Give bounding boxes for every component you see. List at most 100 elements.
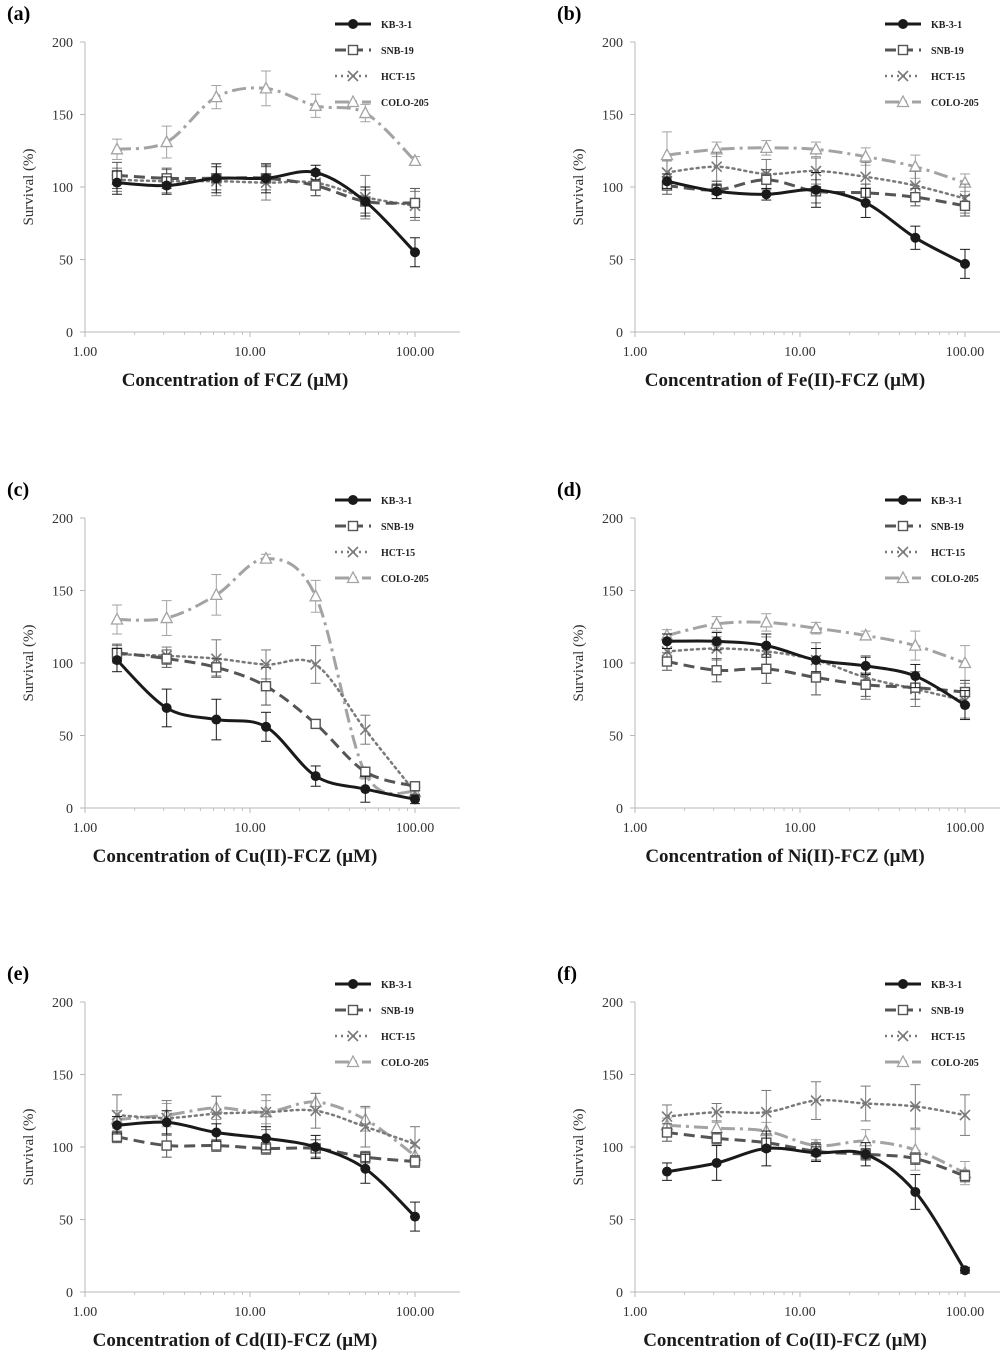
data-point [260,721,271,732]
panel-c: (c) 0 50 100 150 200 1.00 10.00 100.00 Survival (… [7,479,460,867]
x-axis-label: Concentration of Co(II)-FCZ (μM) [643,1330,927,1351]
data-point [359,1121,371,1133]
x-tick-label: 100.00 [396,821,435,836]
data-point [960,258,970,269]
data-point [910,191,921,203]
x-tick-label: 1.00 [623,1305,648,1320]
y-axis-label: Survival (%) [571,148,587,225]
legend-item: SNB-19 [885,520,964,533]
data-point [410,794,420,805]
x-tick-label: 10.00 [234,1305,266,1320]
x-tick-label: 100.00 [396,345,435,360]
panel-label: (d) [557,479,581,501]
data-point [160,134,174,148]
data-point [309,588,323,602]
y-tick-label: 200 [602,512,623,527]
x-axis-label: Concentration of Ni(II)-FCZ (μM) [645,846,924,867]
legend-label: COLO-205 [381,574,429,585]
legend-label: SNB-19 [381,1006,414,1017]
legend-item: SNB-19 [885,1004,964,1017]
data-point [161,1140,172,1151]
data-point [711,1157,722,1168]
panel-label: (f) [557,963,577,985]
y-tick-label: 150 [52,585,73,600]
x-tick-label: 10.00 [784,345,816,360]
legend-marker [897,520,909,532]
data-point [259,80,273,94]
data-point [710,616,724,629]
data-point [710,1120,724,1134]
legend-item: COLO-205 [335,570,429,585]
data-point [810,165,822,177]
y-axis-label: Survival (%) [571,1108,587,1185]
legend-marker [896,1054,910,1068]
data-point [711,1133,722,1144]
data-point [761,1143,772,1154]
legend-label: COLO-205 [931,98,979,109]
y-tick-label: 200 [602,36,623,51]
legend-label: KB-3-1 [931,496,962,507]
data-point [860,197,871,208]
data-point [859,628,873,641]
data-point [810,1147,821,1158]
y-tick-label: 0 [616,802,623,817]
series-kb-3-1 [661,1130,970,1276]
legend: KB-3-1 SNB-19 HCT-15 COLO-205 [335,495,429,585]
y-tick-label: 50 [59,730,73,745]
y-tick-label: 0 [66,326,73,341]
legend-label: KB-3-1 [931,20,962,31]
legend-marker [346,1054,360,1068]
legend-item: HCT-15 [885,546,965,559]
legend-item: HCT-15 [885,70,965,83]
data-point [310,167,321,178]
legend-marker [347,70,359,82]
legend-marker [347,1004,359,1016]
data-point [360,196,371,207]
x-tick-label: 1.00 [73,345,98,360]
data-point [960,1265,970,1276]
data-point [211,1127,222,1138]
legend-item: HCT-15 [335,70,415,83]
y-tick-label: 150 [602,585,623,600]
data-point [760,1106,772,1118]
legend-label: HCT-15 [931,548,965,559]
data-point [211,1140,222,1151]
data-point [161,653,172,664]
legend-label: COLO-205 [381,1058,429,1069]
legend-marker [897,1004,909,1016]
data-point [908,638,922,651]
legend-label: SNB-19 [931,1006,964,1017]
x-tick-label: 100.00 [946,1305,985,1320]
data-point [310,658,322,671]
data-point [809,141,823,155]
data-point [161,1117,172,1128]
y-tick-label: 0 [616,1286,623,1301]
y-tick-label: 100 [52,657,73,672]
y-tick-label: 200 [52,996,73,1011]
data-point [759,614,773,628]
data-point [661,1166,672,1177]
panel-f: (f) 0 50 100 150 200 1.00 10.00 100.00 Survival (… [557,963,1000,1351]
y-axis-label: Survival (%) [21,624,37,701]
data-point [111,177,122,188]
x-tick-label: 1.00 [623,345,648,360]
data-point [661,656,673,667]
data-point [860,679,871,690]
panel-e: (e) 0 50 100 150 200 1.00 10.00 100.00 Survival (… [7,963,460,1351]
legend-item: KB-3-1 [335,979,412,991]
x-tick-label: 100.00 [946,345,985,360]
panel-label: (c) [7,479,29,501]
data-point [410,1211,420,1222]
data-point [260,1106,272,1118]
data-point [410,247,420,258]
y-tick-label: 200 [602,996,623,1011]
x-tick-label: 10.00 [784,1305,816,1320]
legend-item: COLO-205 [885,570,979,585]
legend-label: KB-3-1 [381,496,412,507]
data-point [959,1170,971,1182]
x-tick-label: 1.00 [623,821,648,836]
legend-marker [898,495,908,505]
data-point [810,655,821,666]
data-point [661,166,673,179]
